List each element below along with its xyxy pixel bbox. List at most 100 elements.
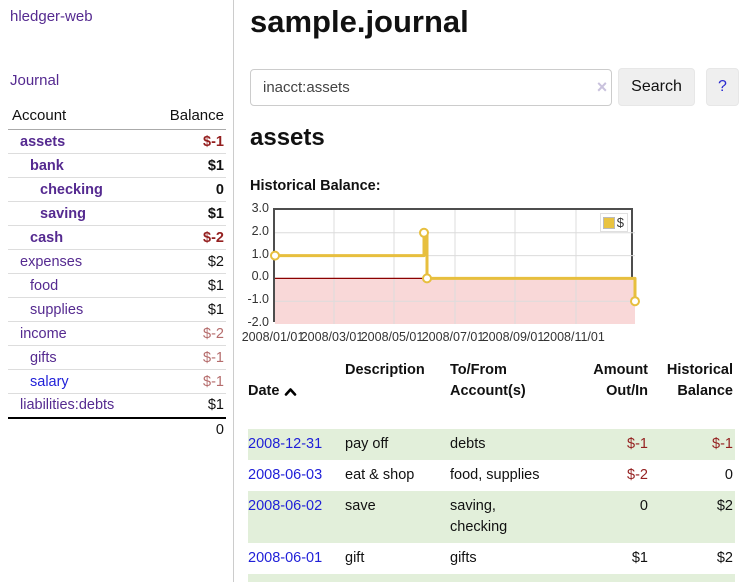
accounts-header-balance: Balance [147,104,226,130]
sort-ascending-icon [285,387,297,396]
transaction-amount: $-2 [627,467,648,484]
legend-swatch-icon [602,216,615,229]
transaction-accounts: saving, checking [450,498,508,536]
transaction-accounts: debts [450,436,486,453]
transaction-row: 2008-06-03 eat & shop food, supplies $-2… [248,460,735,491]
chart-plot-area: $ [270,208,640,324]
account-balance: $1 [147,201,226,226]
sidebar-divider [233,0,234,582]
transaction-date-link[interactable]: 2008-06-02 [248,498,323,515]
x-tick: 2008/01/01 [241,330,305,344]
accounts-table: Account Balance assets $-1 bank $1 checkin… [8,104,226,442]
transaction-balance: $-1 [712,436,733,453]
account-row: cash $-2 [8,225,226,250]
transaction-row: 2008-01-01 income salary $1 $1 [248,574,735,582]
transactions-table: Date Description To/From Account(s) Amou… [248,358,735,582]
account-link-food[interactable]: food [30,277,59,294]
account-balance: $-2 [147,321,226,346]
account-row: bank $1 [8,153,226,178]
chart-legend: $ [599,213,628,232]
account-heading: assets [250,124,325,151]
account-link-salary[interactable]: salary [30,373,69,390]
y-tick: 0.0 [251,269,269,283]
transaction-description: eat & shop [345,467,415,484]
transaction-description: income [345,574,450,582]
chart-canvas [270,210,640,324]
y-tick: -2.0 [247,315,269,329]
help-button[interactable]: ? [706,68,739,106]
transaction-balance: $1 [650,574,735,582]
transaction-row: 2008-12-31 pay off debts $-1 $-1 [248,429,735,461]
account-row: gifts $-1 [8,345,226,370]
description-header: Description [345,362,425,378]
account-balance: $-2 [147,225,226,250]
x-tick: 2008/09/01 [481,330,545,344]
x-tick: 2008/11/01 [543,330,605,344]
account-link-checking[interactable]: checking [40,181,103,198]
account-row: checking 0 [8,177,226,202]
y-tick: 1.0 [251,247,269,261]
transaction-accounts: gifts [450,550,477,567]
page-title: sample.journal [250,4,469,39]
transaction-description: save [345,498,376,515]
transaction-amount: $-1 [627,436,648,453]
x-tick: 2008/07/01 [421,330,485,344]
account-balance: $-1 [147,369,226,394]
y-tick: 3.0 [251,201,269,215]
x-tick: 2008/03/01 [300,330,364,344]
account-balance: 0 [147,177,226,202]
account-balance: $2 [147,249,226,274]
date-sort-header[interactable]: Date [248,381,341,402]
x-tick: 2008/05/01 [360,330,424,344]
date-header-label: Date [248,383,280,400]
sidebar-item-journal[interactable]: Journal [10,72,60,89]
account-link-liabilities-debts[interactable]: liabilities:debts [20,397,115,414]
transaction-date-link[interactable]: 2008-06-01 [248,550,323,567]
account-link-expenses[interactable]: expenses [20,253,83,270]
account-row: expenses $2 [8,249,226,274]
app-title-link[interactable]: hledger-web [10,8,93,25]
account-row: salary $-1 [8,369,226,394]
transaction-row: 2008-06-01 gift gifts $1 $2 [248,543,735,574]
account-row: assets $-1 [8,129,226,154]
account-link-supplies[interactable]: supplies [30,301,84,318]
transaction-balance: 0 [724,467,733,484]
account-balance: $1 [147,393,226,418]
amount-header: Amount Out/In [593,362,648,400]
transaction-date-link[interactable]: 2008-06-03 [248,467,323,484]
account-link-bank[interactable]: bank [30,157,64,174]
transaction-accounts: salary [450,574,580,582]
account-link-assets[interactable]: assets [20,133,66,150]
account-row: income $-2 [8,321,226,346]
balance-header: Historical Balance [666,362,733,400]
transaction-row: 2008-06-02 save saving, checking 0 $2 [248,491,735,544]
account-balance: $1 [147,297,226,322]
transaction-balance: $2 [716,550,733,567]
transaction-balance: $2 [716,498,733,515]
transaction-amount: 0 [639,498,648,515]
accounts-total-row: 0 [8,416,226,442]
account-row: saving $1 [8,201,226,226]
legend-label: $ [616,215,624,230]
account-link-income[interactable]: income [20,325,67,342]
transaction-accounts: food, supplies [450,467,540,484]
account-balance: $1 [147,273,226,298]
search-button[interactable]: Search [618,68,695,106]
transaction-description: pay off [345,436,389,453]
search-input[interactable] [250,69,612,106]
account-balance: $-1 [147,129,226,154]
account-link-saving[interactable]: saving [40,205,86,222]
account-row: supplies $1 [8,297,226,322]
transaction-date-link[interactable]: 2008-12-31 [248,436,323,453]
account-balance: $1 [147,153,226,178]
account-row: liabilities:debts $1 [8,393,226,418]
transaction-description: gift [345,550,365,567]
account-balance: $-1 [147,345,226,370]
accounts-header: To/From Account(s) [450,362,526,400]
account-link-gifts[interactable]: gifts [30,349,57,366]
accounts-total-value: 0 [147,416,226,442]
transaction-amount: $1 [580,574,650,582]
transaction-amount: $1 [631,550,648,567]
clear-search-icon[interactable]: × [596,77,608,97]
account-link-cash[interactable]: cash [30,229,64,246]
